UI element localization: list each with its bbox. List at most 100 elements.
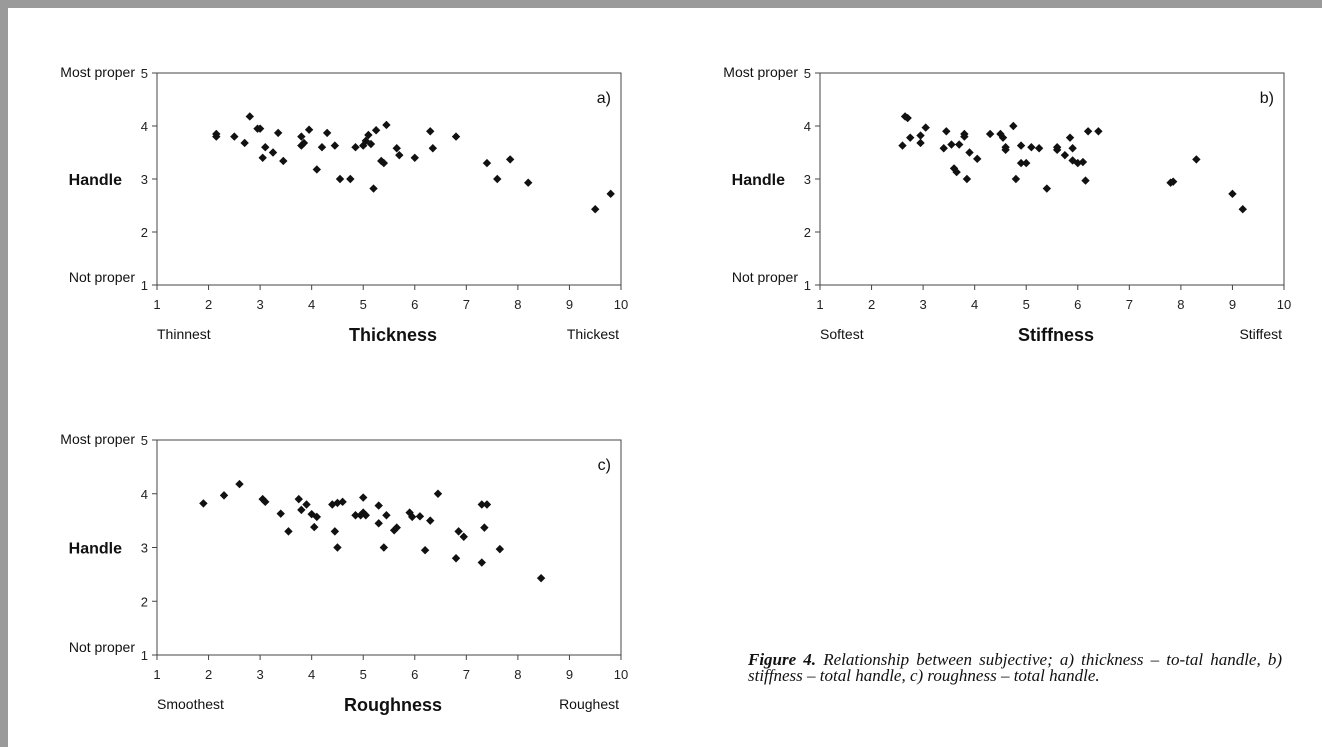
data-point	[379, 543, 389, 552]
data-point	[312, 512, 322, 522]
data-point	[960, 129, 969, 139]
data-point	[433, 489, 443, 498]
y-axis-title: Handle	[732, 172, 785, 189]
data-point	[493, 174, 502, 184]
frame-top-border	[0, 0, 1322, 8]
y-tick-label: 1	[141, 278, 148, 293]
data-point	[297, 132, 306, 141]
y-tick-label: 3	[141, 172, 148, 187]
y-tick-label: 3	[804, 172, 811, 187]
x-tick-label: 7	[1126, 297, 1133, 312]
x-tick-label: 9	[566, 297, 573, 312]
x-low-label: Thinnest	[157, 326, 211, 342]
data-point	[322, 128, 332, 138]
data-point	[361, 136, 370, 146]
y-top-label: Most proper	[60, 431, 135, 447]
data-point	[1192, 155, 1201, 164]
data-point	[374, 519, 383, 528]
data-point	[420, 545, 430, 555]
panel-label: a)	[597, 90, 611, 107]
y-tick-label: 1	[804, 278, 811, 293]
panel-label: b)	[1260, 90, 1274, 107]
data-point	[330, 527, 340, 536]
data-point	[382, 120, 391, 130]
data-point	[240, 138, 249, 148]
data-point	[1068, 156, 1077, 165]
y-bottom-label: Not proper	[732, 269, 798, 285]
x-tick-label: 4	[308, 667, 315, 682]
x-tick-label: 7	[463, 297, 470, 312]
data-point	[1016, 141, 1026, 150]
data-point	[505, 155, 515, 164]
data-point	[310, 522, 319, 532]
x-axis-title: Stiffness	[1018, 325, 1094, 345]
x-tick-label: 7	[463, 667, 470, 682]
data-point	[330, 141, 340, 150]
data-point	[524, 178, 533, 187]
data-point	[1094, 127, 1103, 136]
y-tick-label: 5	[804, 66, 811, 81]
data-point	[359, 493, 368, 502]
data-point	[451, 554, 461, 563]
data-point	[482, 158, 492, 168]
x-tick-label: 2	[868, 297, 875, 312]
data-point	[591, 205, 600, 214]
x-tick-label: 1	[153, 297, 160, 312]
data-point	[985, 129, 995, 139]
x-axis-title: Thickness	[349, 325, 437, 345]
data-point	[1081, 176, 1090, 185]
frame-left-border	[0, 0, 8, 747]
data-point	[364, 130, 373, 140]
data-point	[1027, 143, 1036, 152]
data-point	[351, 511, 360, 520]
caption-text: Relationship between subjective; a) thic…	[748, 650, 1283, 685]
data-point	[482, 500, 492, 509]
data-point	[916, 131, 925, 140]
y-tick-label: 4	[141, 119, 148, 134]
data-point	[1168, 177, 1178, 186]
y-bottom-label: Not proper	[69, 639, 135, 655]
data-point	[299, 138, 309, 148]
data-point	[369, 184, 378, 193]
data-point	[1052, 143, 1062, 152]
data-point	[1060, 150, 1070, 160]
x-axis-title: Roughness	[344, 695, 442, 715]
x-high-label: Thickest	[567, 326, 619, 342]
data-point	[351, 143, 360, 152]
data-point	[199, 499, 208, 508]
x-tick-label: 5	[360, 297, 367, 312]
data-point	[395, 150, 404, 160]
data-point	[261, 143, 270, 152]
data-point	[410, 153, 419, 162]
data-point	[962, 174, 972, 184]
y-tick-label: 5	[141, 66, 148, 81]
x-low-label: Smoothest	[157, 696, 224, 712]
data-point	[1078, 157, 1088, 167]
data-point	[284, 527, 293, 536]
data-point	[947, 140, 956, 149]
plot-area	[156, 439, 622, 656]
y-tick-label: 4	[804, 119, 811, 134]
y-tick-label: 2	[141, 225, 148, 240]
data-point	[973, 154, 982, 164]
data-point	[382, 511, 391, 520]
data-point	[955, 140, 964, 149]
data-point	[426, 127, 435, 136]
x-tick-label: 5	[360, 667, 367, 682]
y-tick-label: 2	[141, 594, 148, 609]
data-point	[939, 144, 948, 153]
data-point	[235, 479, 244, 489]
data-point	[606, 189, 615, 199]
x-tick-label: 4	[308, 297, 315, 312]
data-point	[952, 167, 961, 177]
data-point	[333, 543, 342, 552]
x-tick-label: 1	[816, 297, 823, 312]
data-point	[261, 497, 270, 507]
data-point	[451, 132, 461, 141]
data-point	[307, 509, 316, 519]
data-point	[379, 158, 389, 168]
y-axis-title: Handle	[69, 172, 122, 189]
y-axis-title: Handle	[69, 541, 122, 558]
data-point	[297, 505, 306, 515]
